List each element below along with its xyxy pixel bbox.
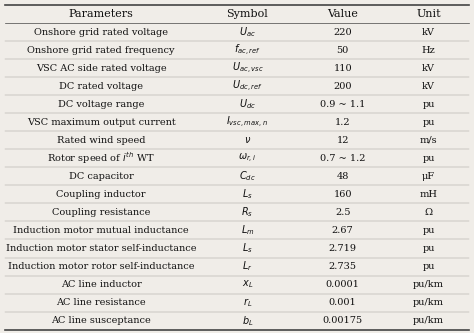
Text: $I_{vsc,max,n}$: $I_{vsc,max,n}$ [227, 115, 268, 130]
Text: 0.9 ~ 1.1: 0.9 ~ 1.1 [320, 100, 365, 109]
Text: 50: 50 [337, 46, 349, 55]
Text: Coupling inductor: Coupling inductor [56, 190, 146, 199]
Text: $L_{m}$: $L_{m}$ [241, 223, 254, 237]
Text: μF: μF [422, 172, 435, 181]
Text: Value: Value [327, 9, 358, 19]
Text: kV: kV [422, 82, 435, 91]
Text: Induction motor stator self-inductance: Induction motor stator self-inductance [6, 244, 196, 253]
Text: 2.67: 2.67 [332, 226, 354, 235]
Text: $L_{s}$: $L_{s}$ [242, 187, 253, 201]
Text: Ω: Ω [425, 208, 433, 217]
Text: AC line inductor: AC line inductor [61, 280, 142, 289]
Text: 48: 48 [337, 172, 349, 181]
Text: DC voltage range: DC voltage range [58, 100, 144, 109]
Text: 160: 160 [333, 190, 352, 199]
Text: 12: 12 [337, 136, 349, 145]
Text: $U_{ac}$: $U_{ac}$ [239, 25, 256, 39]
Text: VSC maximum output current: VSC maximum output current [27, 118, 175, 127]
Text: Symbol: Symbol [227, 9, 268, 19]
Text: DC rated voltage: DC rated voltage [59, 82, 143, 91]
Text: 2.5: 2.5 [335, 208, 350, 217]
Text: $x_{L}$: $x_{L}$ [242, 279, 253, 290]
Text: 220: 220 [333, 28, 352, 37]
Text: 0.001: 0.001 [329, 298, 356, 307]
Text: $U_{dc,ref}$: $U_{dc,ref}$ [232, 79, 263, 94]
Text: m/s: m/s [420, 136, 438, 145]
Text: 200: 200 [333, 82, 352, 91]
Text: $U_{dc}$: $U_{dc}$ [239, 97, 256, 111]
Text: $L_{r}$: $L_{r}$ [242, 260, 253, 273]
Text: Coupling resistance: Coupling resistance [52, 208, 150, 217]
Text: pu/km: pu/km [413, 298, 444, 307]
Text: Rated wind speed: Rated wind speed [57, 136, 146, 145]
Text: 0.0001: 0.0001 [326, 280, 360, 289]
Text: pu/km: pu/km [413, 280, 444, 289]
Text: $R_{s}$: $R_{s}$ [241, 205, 254, 219]
Text: 2.735: 2.735 [328, 262, 356, 271]
Text: $f_{ac,ref}$: $f_{ac,ref}$ [234, 43, 261, 58]
Text: $b_{L}$: $b_{L}$ [242, 314, 253, 328]
Text: Rotor speed of $i^{th}$ WT: Rotor speed of $i^{th}$ WT [47, 151, 155, 166]
Text: 0.7 ~ 1.2: 0.7 ~ 1.2 [320, 154, 365, 163]
Text: Onshore grid rated frequency: Onshore grid rated frequency [27, 46, 175, 55]
Text: kV: kV [422, 28, 435, 37]
Text: kV: kV [422, 64, 435, 73]
Text: Unit: Unit [416, 9, 441, 19]
Text: $\omega_{r,i}$: $\omega_{r,i}$ [238, 152, 256, 165]
Text: Onshore grid rated voltage: Onshore grid rated voltage [34, 28, 168, 37]
Text: pu/km: pu/km [413, 316, 444, 325]
Text: $C_{dc}$: $C_{dc}$ [239, 169, 256, 183]
Text: 1.2: 1.2 [335, 118, 350, 127]
Text: AC line resistance: AC line resistance [56, 298, 146, 307]
Text: pu: pu [422, 118, 435, 127]
Text: pu: pu [422, 154, 435, 163]
Text: Hz: Hz [422, 46, 436, 55]
Text: Induction motor mutual inductance: Induction motor mutual inductance [13, 226, 189, 235]
Text: pu: pu [422, 226, 435, 235]
Text: $L_{s}$: $L_{s}$ [242, 242, 253, 255]
Text: DC capacitor: DC capacitor [69, 172, 134, 181]
Text: pu: pu [422, 100, 435, 109]
Text: AC line susceptance: AC line susceptance [51, 316, 151, 325]
Text: $\nu$: $\nu$ [244, 135, 251, 145]
Text: 0.00175: 0.00175 [323, 316, 363, 325]
Text: VSC AC side rated voltage: VSC AC side rated voltage [36, 64, 166, 73]
Text: mH: mH [419, 190, 438, 199]
Text: 2.719: 2.719 [328, 244, 356, 253]
Text: $r_{L}$: $r_{L}$ [243, 296, 252, 309]
Text: 110: 110 [333, 64, 352, 73]
Text: $U_{ac,vsc}$: $U_{ac,vsc}$ [232, 61, 264, 76]
Text: pu: pu [422, 262, 435, 271]
Text: Induction motor rotor self-inductance: Induction motor rotor self-inductance [8, 262, 194, 271]
Text: pu: pu [422, 244, 435, 253]
Text: Parameters: Parameters [69, 9, 134, 19]
